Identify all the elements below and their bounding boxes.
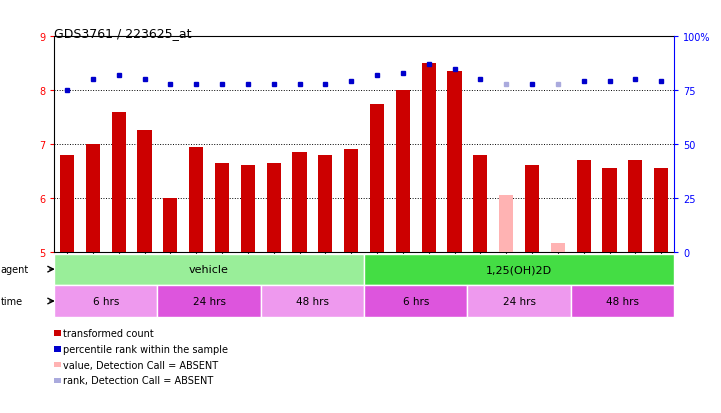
Bar: [448, 72, 461, 252]
Bar: [54, 286, 157, 317]
Text: 1,25(OH)2D: 1,25(OH)2D: [486, 264, 552, 275]
Bar: [654, 169, 668, 252]
Bar: [499, 196, 513, 252]
Text: agent: agent: [1, 264, 29, 275]
Bar: [267, 163, 280, 252]
Bar: [86, 145, 100, 252]
Text: 6 hrs: 6 hrs: [402, 296, 429, 306]
Bar: [215, 163, 229, 252]
Bar: [54, 254, 364, 285]
Text: 48 hrs: 48 hrs: [296, 296, 329, 306]
Text: 24 hrs: 24 hrs: [503, 296, 536, 306]
Text: rank, Detection Call = ABSENT: rank, Detection Call = ABSENT: [63, 375, 213, 385]
Bar: [189, 147, 203, 252]
Bar: [603, 169, 616, 252]
Bar: [422, 64, 435, 252]
Bar: [364, 286, 467, 317]
Bar: [138, 131, 151, 252]
Text: 24 hrs: 24 hrs: [193, 296, 226, 306]
Bar: [628, 161, 642, 252]
Bar: [571, 286, 674, 317]
Bar: [112, 112, 125, 252]
Text: transformed count: transformed count: [63, 328, 154, 338]
Text: 48 hrs: 48 hrs: [606, 296, 639, 306]
Text: percentile rank within the sample: percentile rank within the sample: [63, 344, 228, 354]
Text: GDS3761 / 223625_at: GDS3761 / 223625_at: [54, 27, 192, 40]
Bar: [370, 104, 384, 252]
Bar: [293, 153, 306, 252]
Bar: [577, 161, 590, 252]
Bar: [473, 155, 487, 252]
Text: time: time: [1, 296, 23, 306]
Bar: [163, 198, 177, 252]
Bar: [551, 244, 565, 252]
Bar: [344, 150, 358, 252]
Bar: [157, 286, 261, 317]
Bar: [241, 166, 255, 252]
Bar: [318, 155, 332, 252]
Bar: [467, 286, 571, 317]
Text: value, Detection Call = ABSENT: value, Detection Call = ABSENT: [63, 360, 218, 370]
Bar: [60, 155, 74, 252]
Text: 6 hrs: 6 hrs: [92, 296, 119, 306]
Bar: [396, 91, 410, 252]
Bar: [261, 286, 364, 317]
Text: vehicle: vehicle: [189, 264, 229, 275]
Bar: [364, 254, 674, 285]
Bar: [525, 166, 539, 252]
